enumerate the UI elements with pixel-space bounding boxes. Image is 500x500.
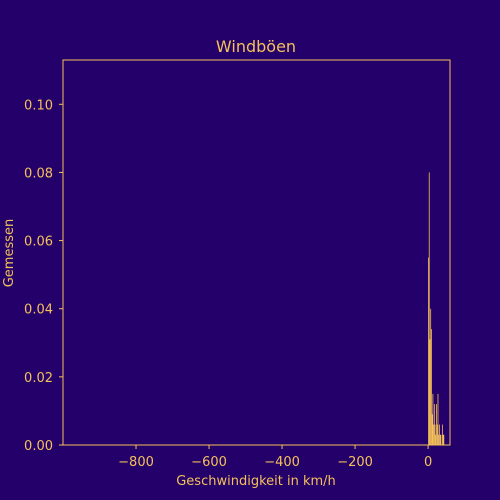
y-tick-label: 0.08 bbox=[24, 166, 53, 181]
x-tick-label: −400 bbox=[264, 455, 300, 470]
chart-title: Windböen bbox=[216, 37, 296, 56]
x-tick-label: −800 bbox=[118, 455, 154, 470]
x-tick-label: 0 bbox=[424, 455, 432, 470]
x-axis-label: Geschwindigkeit in km/h bbox=[176, 474, 336, 489]
histogram-bar bbox=[437, 393, 439, 445]
y-axis-label: Gemessen bbox=[2, 219, 17, 288]
y-tick-label: 0.10 bbox=[24, 98, 53, 113]
histogram-bars bbox=[428, 172, 445, 445]
histogram-bar bbox=[443, 434, 445, 445]
histogram-bar bbox=[428, 172, 430, 445]
histogram-bar bbox=[434, 424, 436, 445]
histogram-bar bbox=[440, 434, 442, 445]
histogram-bar bbox=[436, 404, 437, 445]
y-tick-label: 0.04 bbox=[24, 303, 53, 318]
x-axis: −800 −600 −400 −200 0 bbox=[118, 445, 432, 470]
histogram-bar bbox=[441, 424, 443, 445]
y-axis: 0.00 0.02 0.04 0.06 0.08 0.10 bbox=[24, 98, 63, 454]
y-tick-label: 0.00 bbox=[24, 439, 53, 454]
histogram-bar bbox=[433, 424, 435, 445]
histogram-bar bbox=[428, 257, 429, 445]
histogram-bar bbox=[431, 329, 432, 445]
histogram-bar bbox=[438, 434, 440, 445]
y-tick-label: 0.02 bbox=[24, 371, 53, 386]
histogram-bar bbox=[433, 404, 435, 445]
histogram-bar bbox=[431, 414, 433, 445]
histogram-bar bbox=[439, 434, 441, 445]
histogram-bar bbox=[429, 339, 431, 445]
plot-frame bbox=[62, 59, 451, 446]
histogram-bar bbox=[430, 308, 432, 445]
histogram-bar bbox=[435, 434, 437, 445]
histogram-bar bbox=[439, 424, 440, 445]
x-tick-label: −200 bbox=[337, 455, 373, 470]
y-tick-label: 0.06 bbox=[24, 235, 53, 250]
histogram-bar bbox=[432, 393, 434, 445]
x-tick-label: −600 bbox=[191, 455, 227, 470]
histogram-bar bbox=[436, 424, 438, 445]
histogram-bar bbox=[442, 434, 444, 445]
